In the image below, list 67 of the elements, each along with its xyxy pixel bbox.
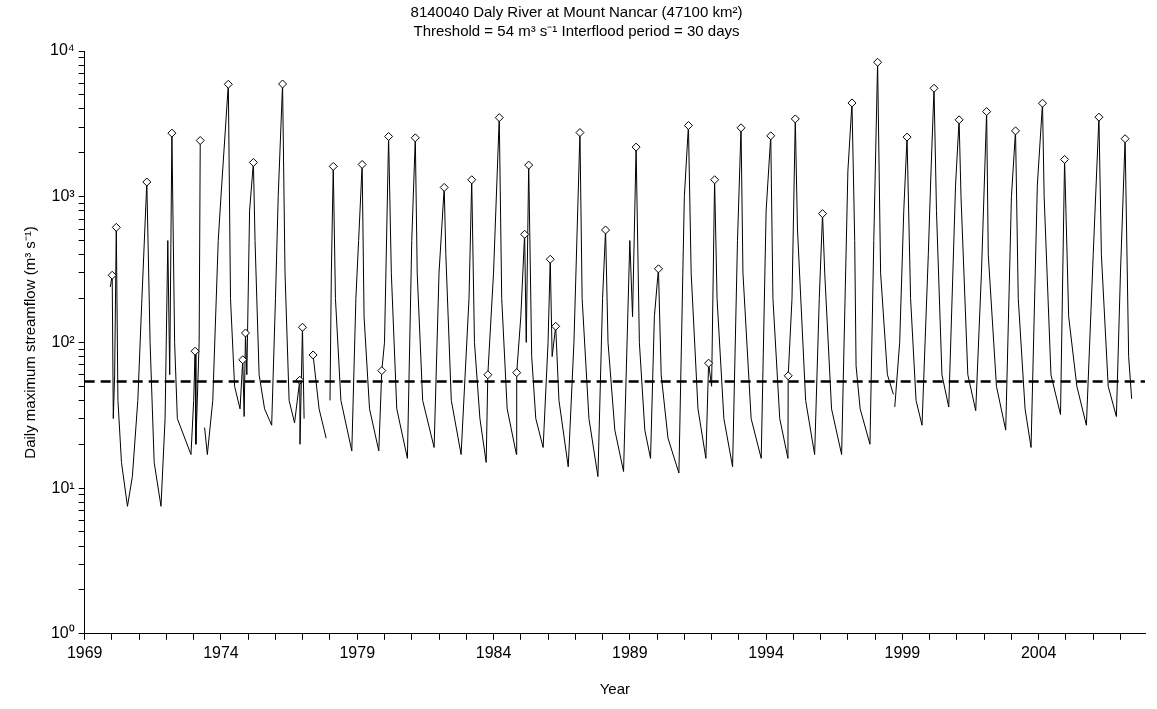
point <box>1038 98 1048 108</box>
point <box>467 175 477 185</box>
point <box>483 370 493 380</box>
y-tick-label: 10⁰ <box>50 624 75 642</box>
point <box>494 113 504 123</box>
point <box>631 142 641 152</box>
point <box>142 177 152 187</box>
point <box>328 161 338 171</box>
point <box>357 159 367 169</box>
point <box>167 128 177 138</box>
x-tick-label: 1994 <box>748 643 785 661</box>
point <box>223 79 233 89</box>
point <box>308 350 318 360</box>
point <box>575 128 585 138</box>
point <box>377 366 387 376</box>
y-tick-label: 10¹ <box>51 478 75 496</box>
point <box>653 264 663 274</box>
point <box>873 57 883 67</box>
x-axis-title: Year <box>599 680 630 698</box>
point <box>766 131 776 141</box>
point <box>238 355 248 365</box>
point <box>683 121 693 131</box>
point <box>902 132 912 142</box>
point <box>545 254 555 264</box>
point <box>190 346 200 356</box>
chart-subtitle: Threshold = 54 m³ s⁻¹ Interflood period = 30 days <box>413 22 740 40</box>
point <box>783 371 793 381</box>
point <box>524 160 534 170</box>
point <box>1060 154 1070 164</box>
y-tick-label: 10² <box>51 332 76 350</box>
point <box>818 209 828 219</box>
point <box>982 107 992 117</box>
x-tick-label: 1989 <box>612 643 648 661</box>
point <box>551 321 561 331</box>
point <box>278 79 288 89</box>
point <box>1120 134 1130 144</box>
point <box>710 175 720 185</box>
x-tick-label: 1984 <box>475 643 512 661</box>
point <box>736 123 746 133</box>
y-axis-title: Daily maximum streamflow (m³ s⁻¹) <box>21 226 39 459</box>
point <box>954 115 964 125</box>
y-tick-label: 10⁴ <box>50 41 75 59</box>
point <box>1094 112 1104 122</box>
y-tick-label: 10³ <box>51 187 76 205</box>
point <box>847 98 857 108</box>
x-tick-label: 1974 <box>203 643 239 661</box>
point <box>601 225 611 235</box>
point <box>107 270 117 280</box>
point <box>512 368 522 378</box>
point <box>520 229 530 239</box>
point <box>240 328 250 338</box>
point <box>929 83 939 93</box>
x-tick-label: 1999 <box>884 643 921 661</box>
x-tick-label: 1969 <box>66 643 103 661</box>
point <box>195 136 205 146</box>
point <box>111 222 121 232</box>
point <box>410 133 420 143</box>
point <box>384 131 394 141</box>
point <box>1011 126 1021 136</box>
point <box>439 182 449 192</box>
x-tick-label: 2004 <box>1020 643 1057 661</box>
point <box>297 322 307 332</box>
point <box>248 157 258 167</box>
x-tick-label: 1979 <box>339 643 376 661</box>
point <box>704 358 714 368</box>
point <box>790 114 800 124</box>
chart-title: 8140040 Daly River at Mount Nancar (47100 km²) <box>410 3 743 21</box>
